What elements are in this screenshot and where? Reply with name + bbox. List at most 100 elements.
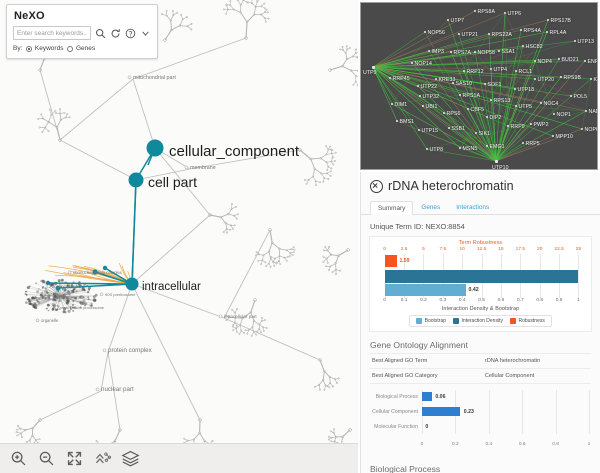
- gene-node[interactable]: [371, 65, 376, 70]
- gene-node[interactable]: [489, 67, 493, 71]
- gene-node[interactable]: [425, 147, 429, 151]
- gene-node[interactable]: [446, 18, 450, 22]
- gene-node[interactable]: [485, 115, 489, 119]
- chart-bar-fill: [384, 255, 397, 267]
- gene-node[interactable]: [485, 144, 489, 148]
- gene-node[interactable]: [569, 94, 573, 98]
- tab-summary[interactable]: Summary: [370, 201, 414, 215]
- gene-node[interactable]: [533, 77, 537, 81]
- zoom-in-icon[interactable]: [9, 449, 28, 468]
- gene-node[interactable]: [487, 32, 491, 36]
- gene-node[interactable]: [521, 141, 525, 145]
- gene-node[interactable]: [521, 44, 525, 48]
- search-by-genes-option[interactable]: Genes: [67, 45, 95, 52]
- layers-icon[interactable]: [121, 449, 140, 468]
- gene-node[interactable]: [580, 127, 584, 131]
- tab-interactions[interactable]: Interactions: [456, 204, 490, 211]
- gene-node[interactable]: [489, 98, 493, 102]
- gene-network-canvas[interactable]: [361, 3, 598, 170]
- gene-node[interactable]: [427, 49, 431, 53]
- refresh-icon[interactable]: [109, 27, 121, 39]
- go-bar-value: 0.23: [463, 408, 474, 415]
- collapse-subnetwork-icon[interactable]: [93, 449, 112, 468]
- go-alignment-table: Best Aligned GO Term rDNA heterochromati…: [370, 353, 591, 384]
- gene-interaction-network-view[interactable]: UTP9 UTP10 RPS8A UTP6 UTP7 RPS17B NOP56 UTP21 RP…: [360, 2, 598, 170]
- chart-bar: 1.59: [384, 255, 579, 267]
- gene-node[interactable]: [497, 49, 501, 53]
- go-bar-value: 0.06: [435, 393, 446, 400]
- gene-node[interactable]: [494, 159, 499, 164]
- gene-node[interactable]: [473, 9, 477, 13]
- gene-node[interactable]: [573, 39, 577, 43]
- gene-node[interactable]: [458, 93, 462, 97]
- help-icon[interactable]: [124, 27, 136, 39]
- gene-node[interactable]: [466, 107, 470, 111]
- gene-node[interactable]: [421, 104, 425, 108]
- gene-node[interactable]: [583, 59, 587, 63]
- gene-node[interactable]: [462, 69, 466, 73]
- gene-node[interactable]: [519, 28, 523, 32]
- gene-node[interactable]: [513, 87, 517, 91]
- radio-genes[interactable]: [67, 45, 74, 52]
- gene-node[interactable]: [584, 109, 588, 113]
- gene-node[interactable]: [483, 82, 487, 86]
- search-input[interactable]: [13, 26, 91, 40]
- gene-node[interactable]: [447, 126, 451, 130]
- chart-top-axis-title: Term Robustness: [458, 240, 503, 246]
- grid-line: [578, 254, 580, 298]
- ontology-highlighted-label: intracellular: [142, 281, 201, 293]
- gene-node[interactable]: [514, 104, 518, 108]
- bottom-axis-tick: 0.3: [439, 298, 447, 303]
- gene-node[interactable]: [416, 84, 420, 88]
- gene-node[interactable]: [506, 124, 510, 128]
- ontology-highlighted-node[interactable]: [128, 172, 144, 188]
- gene-node[interactable]: [546, 18, 550, 22]
- gene-node[interactable]: [423, 30, 427, 34]
- gene-node[interactable]: [589, 77, 593, 81]
- gene-node[interactable]: [390, 102, 394, 106]
- grid-line: [488, 390, 490, 434]
- gene-node[interactable]: [434, 77, 438, 81]
- gene-node[interactable]: [514, 69, 518, 73]
- gene-node[interactable]: [388, 76, 392, 80]
- gene-node[interactable]: [551, 134, 555, 138]
- go-axis-tick: 0.2: [452, 442, 459, 447]
- gene-node[interactable]: [418, 94, 422, 98]
- gene-node[interactable]: [395, 119, 399, 123]
- chevron-down-icon[interactable]: [139, 27, 151, 39]
- search-icon[interactable]: [94, 27, 106, 39]
- gene-node[interactable]: [473, 50, 477, 54]
- gene-node[interactable]: [451, 81, 455, 85]
- gene-node[interactable]: [449, 50, 453, 54]
- gene-node[interactable]: [557, 57, 561, 61]
- ontology-highlighted-node[interactable]: [146, 139, 164, 157]
- gene-node[interactable]: [410, 61, 414, 65]
- gene-node[interactable]: [442, 111, 446, 115]
- radio-keywords[interactable]: [26, 45, 33, 52]
- gene-node[interactable]: [559, 75, 563, 79]
- gene-node[interactable]: [529, 122, 533, 126]
- zoom-out-icon[interactable]: [37, 449, 56, 468]
- gene-node[interactable]: [417, 128, 421, 132]
- gene-node[interactable]: [458, 146, 462, 150]
- ontology-network-canvas[interactable]: mitochondrial part membrane protein comple…: [0, 0, 358, 473]
- search-by-keywords-option[interactable]: Keywords: [26, 45, 63, 52]
- gene-node[interactable]: [474, 131, 478, 135]
- ontology-highlighted-node[interactable]: [125, 277, 139, 291]
- go-axis-tick: 1: [587, 442, 591, 447]
- gene-node[interactable]: [552, 112, 556, 116]
- close-circle-icon[interactable]: [370, 179, 383, 193]
- detail-panel-header: rDNA heterochromatin: [361, 172, 600, 196]
- ontology-network-view[interactable]: mitochondrial part membrane protein comple…: [0, 0, 358, 473]
- search-panel: NeXO: [6, 4, 158, 59]
- legend-item: Interaction Density: [453, 318, 503, 324]
- ontology-node-label: ribonucleoprotein complex: [73, 270, 123, 275]
- gene-node[interactable]: [545, 30, 549, 34]
- tab-genes[interactable]: Genes: [421, 204, 441, 211]
- gene-node[interactable]: [457, 32, 461, 36]
- fit-to-screen-icon[interactable]: [65, 449, 84, 468]
- gene-node[interactable]: [533, 59, 537, 63]
- gene-node[interactable]: [539, 101, 543, 105]
- gene-node[interactable]: [503, 11, 507, 15]
- chart-bar-fill: [384, 270, 579, 283]
